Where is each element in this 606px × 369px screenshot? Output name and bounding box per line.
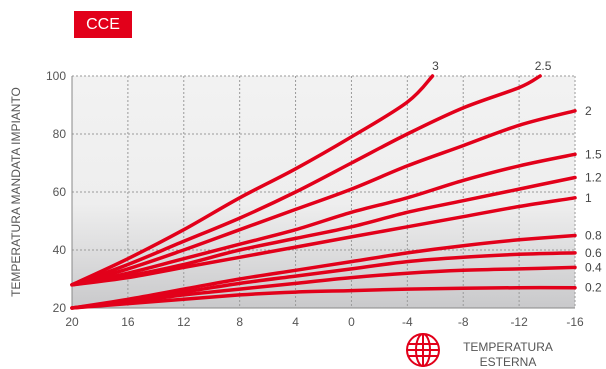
y-axis-title: TEMPERATURA MANDATA IMPIANTO: [9, 87, 23, 297]
curve-1: [70, 196, 577, 287]
curve-3: [70, 74, 435, 287]
x-tick-label: 0: [348, 315, 355, 329]
curve-label-3: 3: [432, 59, 439, 73]
curve-label-2.5: 2.5: [535, 59, 552, 73]
y-tick-label: 20: [53, 301, 67, 315]
curve-0.6: [70, 251, 577, 310]
y-tick-label: 100: [46, 69, 66, 83]
curve-label-0.8: 0.8: [585, 229, 602, 243]
curve-1.2: [70, 175, 577, 287]
curve-labels: 3 2.5 2 1.5 1.2 1 0.8 0.60.4 0.2: [432, 59, 602, 295]
x-tick-label: -16: [566, 315, 584, 329]
x-tick-label: 8: [236, 315, 243, 329]
curve-label-0.2: 0.2: [585, 281, 602, 295]
x-tick-label: 4: [292, 315, 299, 329]
y-axis-ticks: 20 40 60 80 100: [46, 69, 66, 315]
y-tick-label: 60: [53, 185, 67, 199]
curve-label-0.4: 0.4: [585, 260, 602, 274]
curve-1.5: [70, 152, 577, 287]
curve-label-1: 1: [585, 191, 592, 205]
model-badge: CCE: [74, 11, 132, 38]
x-axis-title-line2: ESTERNA: [480, 355, 537, 369]
x-tick-label: -12: [510, 315, 528, 329]
y-tick-label: 80: [53, 127, 67, 141]
globe-icon: [406, 333, 440, 367]
curve-2: [70, 109, 577, 287]
curve-label-1.5: 1.5: [585, 147, 602, 161]
x-axis-ticks: 20 16 12 8 4 0 -4 -8 -12 -16: [65, 315, 584, 329]
curve-label-0.6: 0.6: [585, 246, 602, 260]
x-tick-label: -4: [402, 315, 413, 329]
curve-0.8: [70, 233, 577, 310]
curve-0.4: [70, 265, 577, 310]
x-tick-label: 12: [177, 315, 191, 329]
x-tick-label: 16: [121, 315, 135, 329]
curve-0.2: [70, 285, 577, 310]
curve-2.5: [70, 74, 542, 287]
x-axis-title-line1: TEMPERATURA: [463, 340, 553, 354]
curve-label-2: 2: [585, 104, 592, 118]
curve-label-1.2: 1.2: [585, 171, 602, 185]
curves: [70, 74, 577, 310]
x-tick-label: -8: [458, 315, 469, 329]
y-tick-label: 40: [53, 243, 67, 257]
x-tick-label: 20: [65, 315, 79, 329]
